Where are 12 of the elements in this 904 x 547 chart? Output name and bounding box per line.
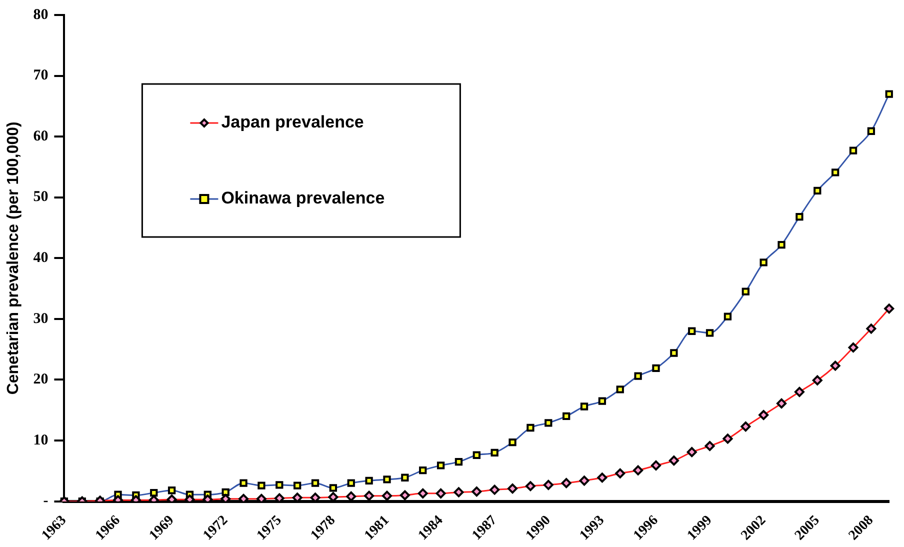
- y-tick-label: 50: [33, 189, 48, 206]
- y-tick-label: 40: [33, 250, 48, 266]
- y-tick-label: 60: [33, 128, 48, 144]
- y-tick-label: 80: [33, 6, 48, 23]
- y-tick-label: 10: [33, 432, 48, 448]
- y-tick-label: 70: [33, 68, 48, 84]
- y-tick-label: -: [43, 493, 48, 510]
- y-axis-title: Cenetarian prevalence (per 100,000): [5, 122, 22, 395]
- y-tick-label: 20: [33, 372, 48, 388]
- y-tick-label: 30: [33, 310, 48, 327]
- legend-label: Japan prevalence: [221, 112, 364, 132]
- legend-label: Okinawa prevalence: [221, 188, 385, 208]
